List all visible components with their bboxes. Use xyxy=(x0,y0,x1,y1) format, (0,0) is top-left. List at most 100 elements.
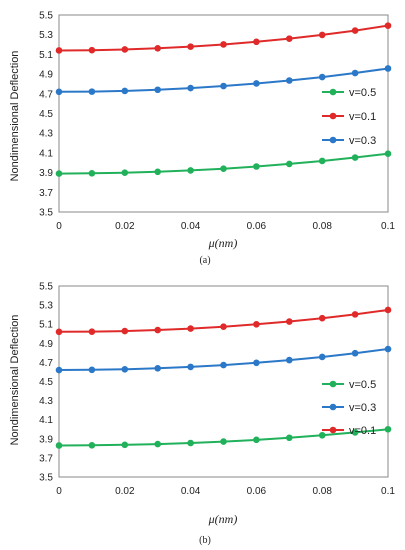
data-point xyxy=(351,27,359,34)
chart-a-svg: Nondimensional Deflection μ(nm) (a) 3.5 3… xyxy=(9,11,395,266)
legend-marker xyxy=(329,380,337,388)
y-tick-label: 3.9 xyxy=(39,434,53,445)
data-point xyxy=(384,150,392,157)
x-tick-label: 0.02 xyxy=(115,486,135,497)
y-tick-label: 4.3 xyxy=(39,129,53,140)
data-point xyxy=(121,87,129,95)
data-point xyxy=(253,436,260,444)
data-point xyxy=(154,168,161,176)
y-tick-label: 5.1 xyxy=(39,320,53,331)
data-point xyxy=(55,170,63,177)
y-tick-label: 5.5 xyxy=(39,282,53,293)
y-tick-label: 4.5 xyxy=(39,109,53,120)
legend-label: v=0.1 xyxy=(349,425,376,437)
data-point xyxy=(318,73,326,81)
y-tick-label: 3.7 xyxy=(39,453,53,464)
data-point xyxy=(318,31,326,39)
x-tick-label: 0.08 xyxy=(312,221,332,232)
chart-caption: (b) xyxy=(199,535,211,546)
data-point xyxy=(187,43,194,50)
y-tick-label: 5.5 xyxy=(39,11,53,22)
data-point xyxy=(55,442,63,449)
y-tick-label: 4.7 xyxy=(39,358,53,369)
data-point xyxy=(154,86,161,94)
y-tick-label: 5.1 xyxy=(39,50,53,61)
x-tick-label: 0.1 xyxy=(381,486,395,497)
data-point xyxy=(318,431,326,439)
data-point xyxy=(220,361,227,369)
data-point xyxy=(220,41,227,48)
data-point xyxy=(351,69,359,77)
y-tick-label: 4.5 xyxy=(39,377,53,388)
chart-a: Nondimensional Deflection μ(nm) (a) 3.5 3… xyxy=(0,0,405,266)
x-tick-label: 0.1 xyxy=(381,221,395,232)
data-point xyxy=(121,169,129,176)
y-tick-label: 5.3 xyxy=(39,301,53,312)
data-point xyxy=(384,345,392,353)
x-tick-label: 0.04 xyxy=(181,221,201,232)
data-point xyxy=(253,38,260,46)
chart-caption: (a) xyxy=(199,255,210,265)
plot-area xyxy=(58,14,389,213)
data-point xyxy=(286,434,293,442)
data-point xyxy=(154,44,161,52)
data-point xyxy=(351,311,359,318)
data-point xyxy=(187,363,194,371)
y-tick-label: 3.5 xyxy=(39,473,53,484)
data-point xyxy=(88,328,96,335)
data-point xyxy=(384,22,392,29)
data-point xyxy=(154,326,161,334)
data-point xyxy=(187,167,194,174)
legend-marker xyxy=(329,88,337,96)
y-tick-label: 4.9 xyxy=(39,339,53,350)
legend-marker xyxy=(329,403,337,411)
data-point xyxy=(286,77,293,84)
y-tick-label: 3.7 xyxy=(39,188,53,199)
data-point xyxy=(121,327,129,335)
data-point xyxy=(154,440,161,448)
data-point xyxy=(351,429,359,436)
y-axis-label: Nondimensional Deflection xyxy=(9,315,21,446)
data-point xyxy=(88,169,96,177)
data-point xyxy=(88,88,96,95)
data-point xyxy=(384,425,392,433)
chart-b-svg: Nondimensional Deflection μ(nm) (b) 3.5 3… xyxy=(9,282,395,547)
legend-label: v=0.5 xyxy=(349,87,376,99)
data-point xyxy=(220,82,227,90)
legend-marker xyxy=(329,112,337,120)
y-axis-label: Nondimensional Deflection xyxy=(9,51,21,182)
data-point xyxy=(286,160,293,168)
data-point xyxy=(220,323,227,330)
x-tick-label: 0 xyxy=(56,486,62,497)
data-point xyxy=(286,35,293,42)
data-point xyxy=(187,439,194,447)
y-tick-label: 4.1 xyxy=(39,415,53,426)
data-point xyxy=(318,157,326,165)
data-point xyxy=(187,84,194,92)
x-tick-label: 0 xyxy=(56,221,62,232)
data-point xyxy=(351,349,359,357)
chart-b: Nondimensional Deflection μ(nm) (b) 3.5 3… xyxy=(0,277,405,550)
data-point xyxy=(253,163,260,170)
legend-label: v=0.1 xyxy=(349,111,376,123)
data-point xyxy=(286,318,293,325)
x-tick-label: 0.04 xyxy=(181,486,201,497)
data-point xyxy=(286,356,293,364)
data-point xyxy=(154,365,161,372)
x-tick-label: 0.02 xyxy=(115,221,135,232)
data-point xyxy=(88,441,96,449)
y-tick-label: 3.5 xyxy=(39,208,53,219)
data-point xyxy=(88,46,96,54)
y-tick-label: 4.3 xyxy=(39,396,53,407)
data-point xyxy=(187,325,194,332)
data-point xyxy=(55,47,63,54)
legend-marker xyxy=(329,426,337,434)
data-point xyxy=(253,80,260,87)
y-tick-label: 4.9 xyxy=(39,70,53,81)
data-point xyxy=(220,438,227,445)
data-point xyxy=(55,366,63,374)
data-point xyxy=(253,320,260,328)
plot-area xyxy=(58,285,389,478)
x-axis-label: μ(nm) xyxy=(208,236,238,250)
x-tick-label: 0.06 xyxy=(247,221,267,232)
